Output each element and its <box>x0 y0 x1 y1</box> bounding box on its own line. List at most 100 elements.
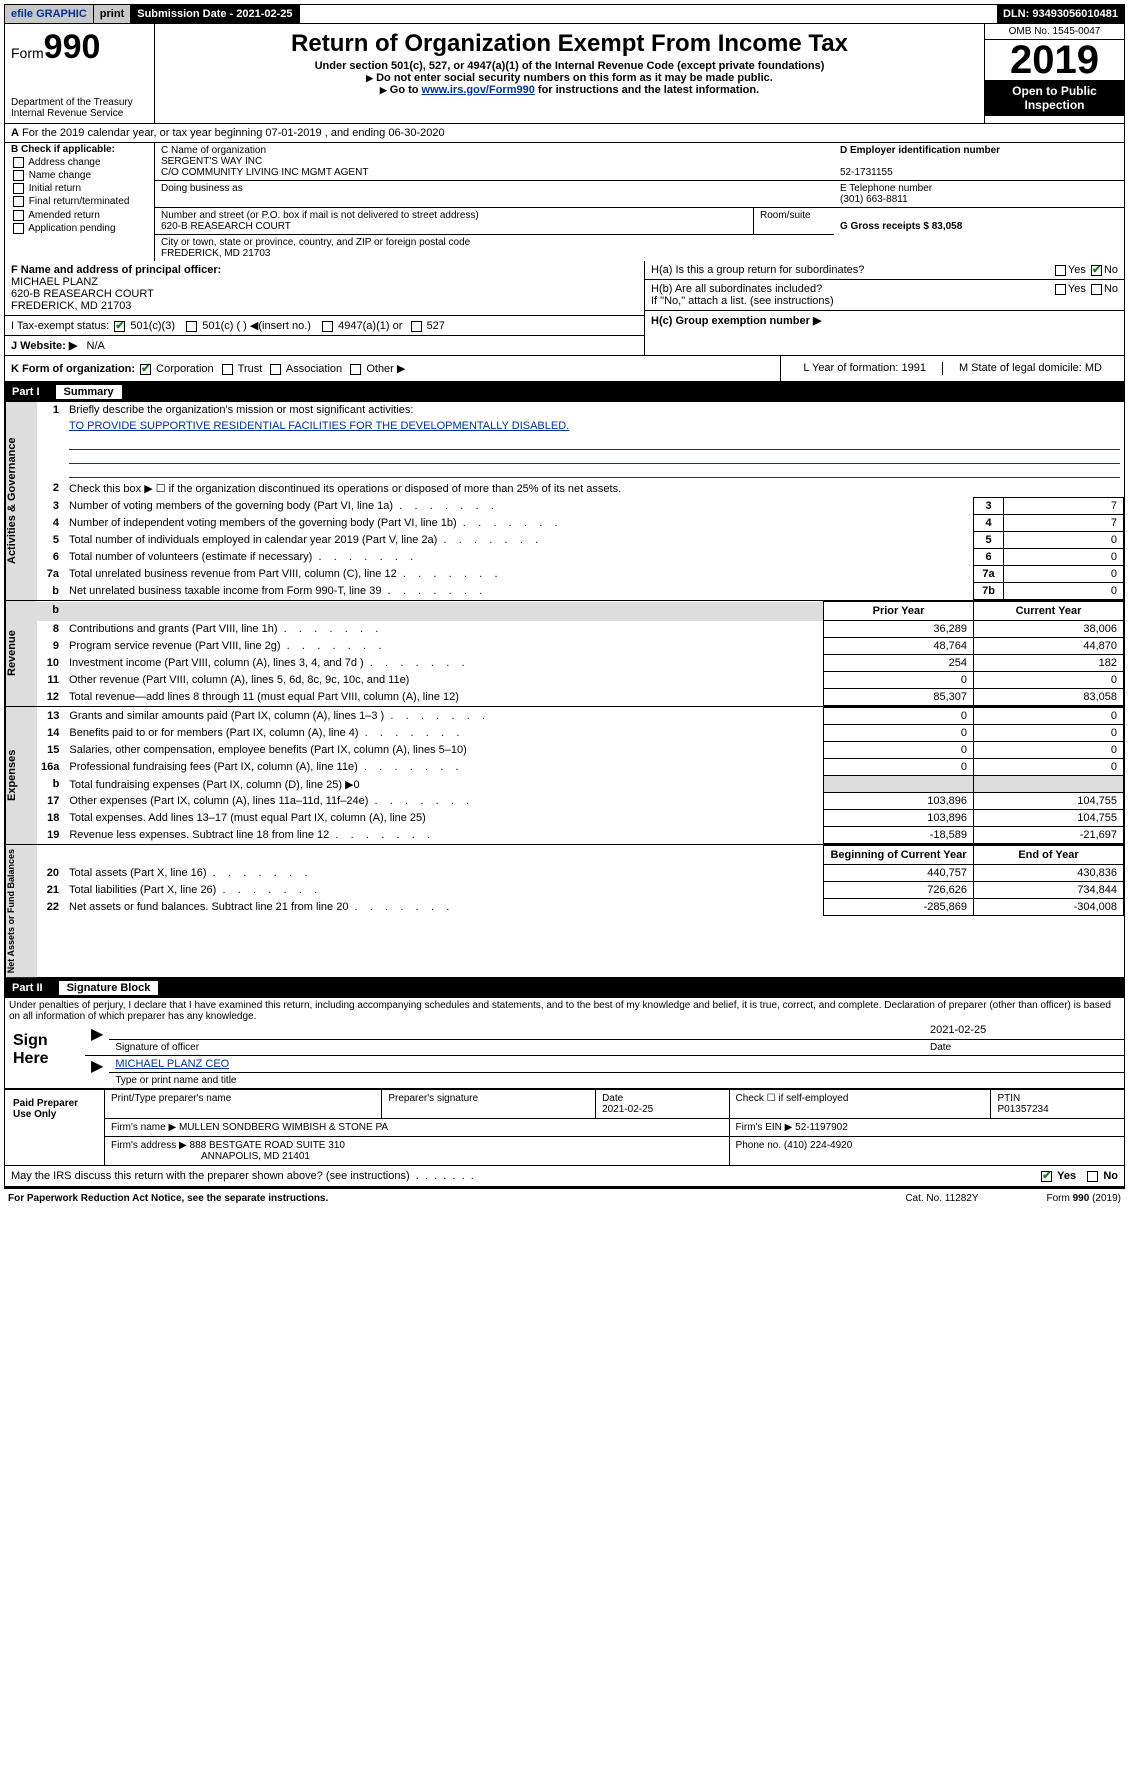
irs-discuss-row: May the IRS discuss this return with the… <box>4 1166 1125 1187</box>
line-4: 4Number of independent voting members of… <box>37 515 1124 532</box>
sig-date: 2021-02-25 <box>924 1024 1124 1040</box>
prep-sig-hdr: Preparer's signature <box>382 1090 596 1119</box>
line-5: 5Total number of individuals employed in… <box>37 532 1124 549</box>
hb-subordinates: H(b) Are all subordinates included? Yes … <box>645 280 1124 311</box>
prep-ptin: PTINP01357234 <box>991 1090 1125 1119</box>
line-6: 6Total number of volunteers (estimate if… <box>37 549 1124 566</box>
dept-treasury: Department of the Treasury <box>11 97 148 108</box>
paid-preparer-label: Paid Preparer Use Only <box>5 1090 105 1166</box>
line-19: 19Revenue less expenses. Subtract line 1… <box>37 827 1124 844</box>
line-9: 9Program service revenue (Part VIII, lin… <box>37 638 1124 655</box>
sign-here-label: Sign Here <box>5 1024 85 1088</box>
part2-header: Part II Signature Block <box>4 978 1125 998</box>
col-b-header: B Check if applicable: <box>5 143 154 156</box>
net-assets-section: Net Assets or Fund Balances Beginning of… <box>4 845 1125 978</box>
chk-final-return[interactable]: Final return/terminated <box>5 195 154 208</box>
signature-arrow-icon: ▶ <box>85 1024 109 1055</box>
governance-section: Activities & Governance 1Briefly describ… <box>4 402 1125 601</box>
dln-number: DLN: 93493056010481 <box>997 5 1124 23</box>
form-of-org-row: K Form of organization: ✔ Corporation Tr… <box>4 356 1125 382</box>
form-title: Return of Organization Exempt From Incom… <box>163 30 976 58</box>
expenses-section: Expenses 13Grants and similar amounts pa… <box>4 707 1125 845</box>
prep-date: Date2021-02-25 <box>596 1090 729 1119</box>
prep-self-employed: Check ☐ if self-employed <box>729 1090 991 1119</box>
mission-text: TO PROVIDE SUPPORTIVE RESIDENTIAL FACILI… <box>65 418 1124 434</box>
chk-amended[interactable]: Amended return <box>5 209 154 222</box>
officer-name-label: Type or print name and title <box>109 1073 1124 1088</box>
form-ref: Form 990 (2019) <box>1043 1191 1125 1206</box>
line-3: 3Number of voting members of the governi… <box>37 498 1124 515</box>
officer-status-block: F Name and address of principal officer:… <box>4 261 1125 356</box>
state-domicile: M State of legal domicile: MD <box>942 362 1118 375</box>
line-a-tax-year: A For the 2019 calendar year, or tax yea… <box>4 124 1125 143</box>
line-12: 12Total revenue—add lines 8 through 11 (… <box>37 689 1124 706</box>
line-16b: bTotal fundraising expenses (Part IX, co… <box>37 776 1124 793</box>
line-22: 22Net assets or fund balances. Subtract … <box>37 899 1124 916</box>
line-20: 20Total assets (Part X, line 16)440,7574… <box>37 865 1124 882</box>
part1-header: Part I Summary <box>4 382 1125 402</box>
city-cell: City or town, state or province, country… <box>155 235 834 261</box>
page-footer: For Paperwork Reduction Act Notice, see … <box>4 1187 1125 1206</box>
line-8: 8Contributions and grants (Part VIII, li… <box>37 621 1124 638</box>
gross-receipts-cell: G Gross receipts $ 83,058 <box>834 208 1124 234</box>
print-button[interactable]: print <box>94 5 131 23</box>
cat-number: Cat. No. 11282Y <box>901 1191 982 1206</box>
chk-address-change[interactable]: Address change <box>5 156 154 169</box>
entity-info-block: B Check if applicable: Address change Na… <box>4 143 1125 261</box>
tax-year: 2019 <box>985 40 1124 80</box>
tax-exempt-status: I Tax-exempt status: ✔ 501(c)(3) 501(c) … <box>5 316 644 336</box>
name-arrow-icon: ▶ <box>85 1056 109 1088</box>
ha-group-return: H(a) Is this a group return for subordin… <box>645 261 1124 280</box>
website-line: J Website: ▶ N/A <box>5 336 644 355</box>
line-16a: 16aProfessional fundraising fees (Part I… <box>37 759 1124 776</box>
chk-app-pending[interactable]: Application pending <box>5 222 154 235</box>
line-10: 10Investment income (Part VIII, column (… <box>37 655 1124 672</box>
firm-ein: Firm's EIN ▶ 52-1197902 <box>729 1119 1124 1137</box>
line-15: 15Salaries, other compensation, employee… <box>37 742 1124 759</box>
paid-preparer-block: Paid Preparer Use Only Print/Type prepar… <box>4 1089 1125 1166</box>
street-cell: Number and street (or P.O. box if mail i… <box>155 208 754 235</box>
sig-date-label: Date <box>924 1040 1124 1055</box>
principal-officer: F Name and address of principal officer:… <box>5 261 644 316</box>
form-number: Form990 <box>11 28 148 67</box>
line-17: 17Other expenses (Part IX, column (A), l… <box>37 793 1124 810</box>
org-name-cell: C Name of organization SERGENT'S WAY INC… <box>155 143 834 181</box>
line-7a: 7aTotal unrelated business revenue from … <box>37 566 1124 583</box>
perjury-statement: Under penalties of perjury, I declare th… <box>4 998 1125 1024</box>
firm-phone: Phone no. (410) 224-4920 <box>729 1137 1124 1166</box>
telephone-cell: E Telephone number (301) 663-8811 <box>834 181 1124 208</box>
chk-name-change[interactable]: Name change <box>5 169 154 182</box>
sig-officer-label: Signature of officer <box>109 1040 924 1055</box>
chk-initial-return[interactable]: Initial return <box>5 182 154 195</box>
firm-address: Firm's address ▶ 888 BESTGATE ROAD SUITE… <box>105 1137 730 1166</box>
line-21: 21Total liabilities (Part X, line 26)726… <box>37 882 1124 899</box>
line-7b: bNet unrelated business taxable income f… <box>37 583 1124 600</box>
submission-date: Submission Date - 2021-02-25 <box>131 5 299 23</box>
side-expenses: Expenses <box>5 707 37 844</box>
efile-link[interactable]: efile GRAPHIC <box>5 5 94 23</box>
firm-name: Firm's name ▶ MULLEN SONDBERG WIMBISH & … <box>105 1119 730 1137</box>
line-11: 11Other revenue (Part VIII, column (A), … <box>37 672 1124 689</box>
side-net-assets: Net Assets or Fund Balances <box>5 845 37 977</box>
dba-cell: Doing business as <box>155 181 834 208</box>
top-bar: efile GRAPHIC print Submission Date - 20… <box>4 4 1125 24</box>
revenue-section: Revenue bPrior YearCurrent Year 8Contrib… <box>4 601 1125 707</box>
line-13: 13Grants and similar amounts paid (Part … <box>37 708 1124 725</box>
officer-name: MICHAEL PLANZ CEO <box>109 1056 1124 1073</box>
note-link: Go to www.irs.gov/Form990 for instructio… <box>163 84 976 96</box>
prep-name-hdr: Print/Type preparer's name <box>105 1090 382 1119</box>
irs-link[interactable]: www.irs.gov/Form990 <box>422 84 535 96</box>
side-revenue: Revenue <box>5 601 37 706</box>
year-formation: L Year of formation: 1991 <box>787 362 942 375</box>
irs-label: Internal Revenue Service <box>11 108 148 119</box>
line-14: 14Benefits paid to or for members (Part … <box>37 725 1124 742</box>
hc-group-exemption: H(c) Group exemption number ▶ <box>645 311 1124 330</box>
line-18: 18Total expenses. Add lines 13–17 (must … <box>37 810 1124 827</box>
room-suite-cell: Room/suite <box>754 208 834 235</box>
open-public-badge: Open to Public Inspection <box>985 80 1124 116</box>
ein-cell: D Employer identification number 52-1731… <box>834 143 1124 181</box>
side-governance: Activities & Governance <box>5 402 37 600</box>
note-ssn: Do not enter social security numbers on … <box>163 72 976 84</box>
signature-block: Sign Here ▶ Signature of officer 2021-02… <box>4 1024 1125 1089</box>
form-header: Form990 Department of the Treasury Inter… <box>4 24 1125 124</box>
